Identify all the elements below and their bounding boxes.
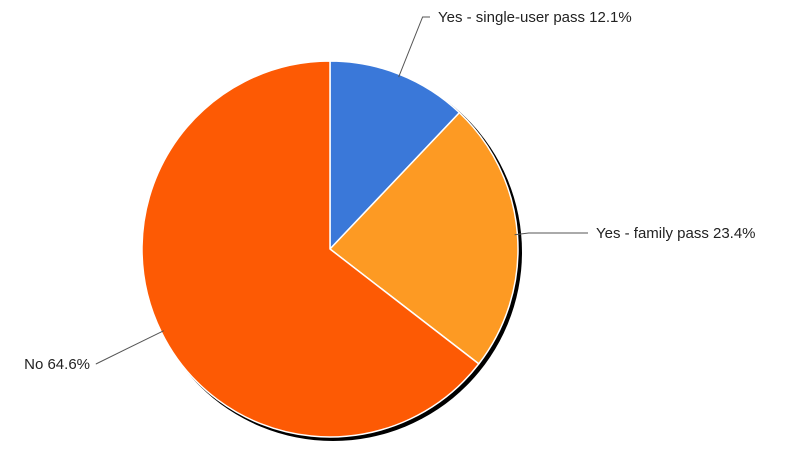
leader-line-1 <box>398 16 430 78</box>
leader-line-3 <box>95 330 165 365</box>
leader-lines <box>95 16 588 365</box>
slice-labels: Yes - single-user pass 12.1% Yes - family… <box>24 9 755 373</box>
slice-label-3: No 64.6% <box>24 356 90 373</box>
leader-line-2 <box>514 232 588 236</box>
slice-label-1: Yes - single-user pass 12.1% <box>438 9 632 26</box>
pie-slices <box>141 60 519 438</box>
slice-label-2: Yes - family pass 23.4% <box>596 225 756 242</box>
